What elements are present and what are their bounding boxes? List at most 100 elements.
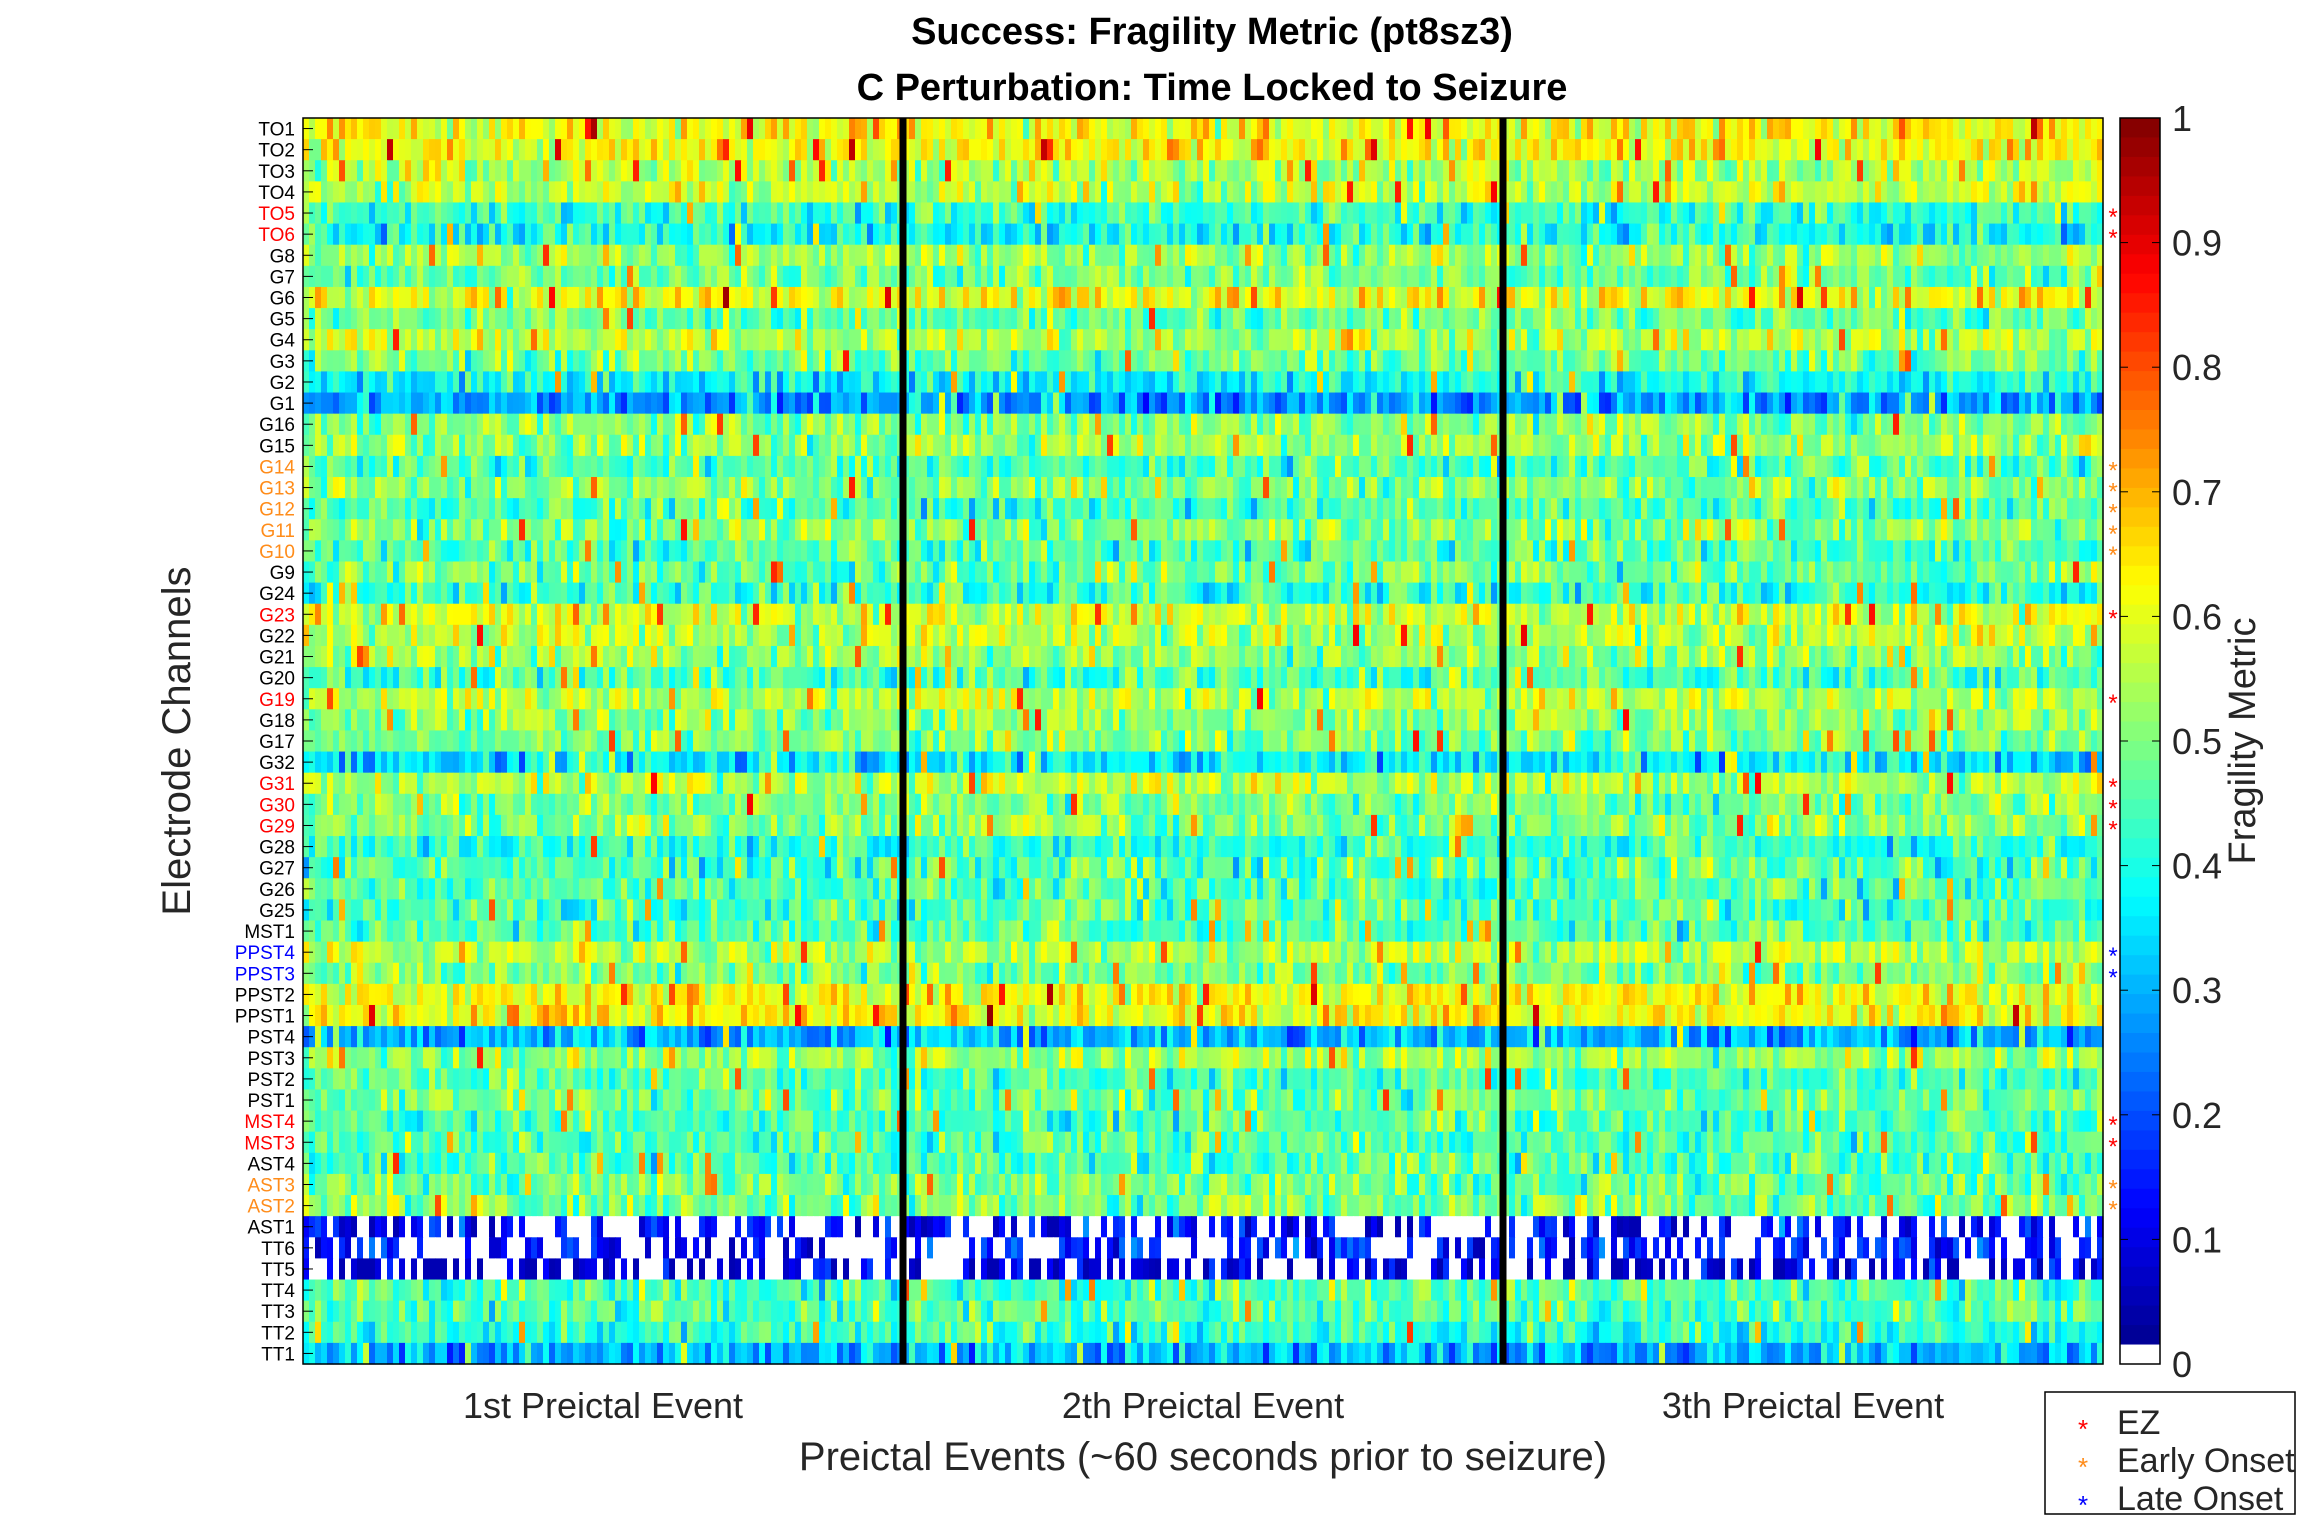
heatmap-cell bbox=[1167, 434, 1174, 457]
heatmap-cell bbox=[1791, 434, 1798, 457]
heatmap-cell bbox=[363, 244, 370, 267]
heatmap-cell bbox=[1119, 371, 1126, 394]
heatmap-cell bbox=[2031, 265, 2038, 288]
heatmap-cell bbox=[393, 160, 400, 182]
heatmap-cell bbox=[1185, 202, 1192, 225]
heatmap-cell bbox=[1803, 350, 1810, 373]
heatmap-cell bbox=[1389, 181, 1396, 204]
heatmap-cell bbox=[1269, 371, 1276, 394]
heatmap-cell bbox=[1599, 392, 1606, 415]
heatmap-cell bbox=[561, 371, 568, 394]
heatmap-cell bbox=[705, 392, 712, 415]
heatmap-cell bbox=[1821, 286, 1828, 309]
heatmap-cell bbox=[1755, 181, 1762, 204]
heatmap-cell bbox=[549, 286, 556, 309]
heatmap-cell bbox=[1155, 434, 1162, 457]
heatmap-cell bbox=[1149, 202, 1156, 225]
heatmap-cell bbox=[2025, 308, 2032, 330]
heatmap-cell bbox=[891, 160, 898, 182]
heatmap-cell bbox=[1893, 265, 1900, 288]
heatmap-cell bbox=[705, 329, 712, 351]
heatmap-cell bbox=[1689, 160, 1696, 182]
heatmap-cell bbox=[1053, 265, 1060, 288]
heatmap-cell bbox=[1029, 329, 1036, 351]
heatmap-cell bbox=[1155, 223, 1162, 246]
heatmap-cell bbox=[1125, 371, 1132, 394]
heatmap-row bbox=[303, 223, 2104, 246]
heatmap-cell bbox=[435, 434, 442, 457]
heatmap-cell bbox=[423, 265, 430, 288]
heatmap-cell bbox=[1341, 392, 1348, 415]
heatmap-cell bbox=[1947, 223, 1954, 246]
heatmap-cell bbox=[681, 202, 688, 225]
heatmap-cell bbox=[1551, 434, 1558, 457]
heatmap-cell bbox=[1689, 413, 1696, 436]
heatmap-cell bbox=[1479, 350, 1486, 373]
heatmap-cell bbox=[1635, 181, 1642, 204]
heatmap-cell bbox=[1935, 329, 1942, 351]
heatmap-cell bbox=[921, 455, 928, 478]
heatmap-cell bbox=[1245, 350, 1252, 373]
heatmap-cell bbox=[1779, 181, 1786, 204]
heatmap-cell bbox=[1701, 371, 1708, 394]
heatmap-cell bbox=[591, 118, 598, 140]
heatmap-cell bbox=[2079, 160, 2086, 182]
heatmap-cell bbox=[1749, 139, 1756, 161]
heatmap-cell bbox=[1407, 160, 1414, 182]
heatmap-cell bbox=[1131, 265, 1138, 288]
heatmap-cell bbox=[693, 202, 700, 225]
heatmap-cell bbox=[459, 160, 466, 182]
heatmap-cell bbox=[1833, 308, 1840, 330]
heatmap-cell bbox=[1911, 308, 1918, 330]
heatmap-cell bbox=[933, 413, 940, 436]
heatmap-cell bbox=[1737, 434, 1744, 457]
heatmap-cell bbox=[1815, 160, 1822, 182]
heatmap-cell bbox=[1383, 160, 1390, 182]
heatmap-cell bbox=[975, 392, 982, 415]
heatmap-cell bbox=[561, 434, 568, 457]
heatmap-cell bbox=[1077, 350, 1084, 373]
heatmap-cell bbox=[1119, 244, 1126, 267]
heatmap-cell bbox=[1005, 392, 1012, 415]
heatmap-cell bbox=[339, 160, 346, 182]
heatmap-cell bbox=[825, 371, 832, 394]
heatmap-cell bbox=[1797, 265, 1804, 288]
heatmap-cell bbox=[933, 286, 940, 309]
heatmap-cell bbox=[549, 202, 556, 225]
heatmap-cell bbox=[369, 265, 376, 288]
heatmap-cell bbox=[831, 350, 838, 373]
heatmap-cell bbox=[1713, 371, 1720, 394]
heatmap-cell bbox=[393, 413, 400, 436]
heatmap-cell bbox=[1701, 329, 1708, 351]
heatmap-cell bbox=[1695, 434, 1702, 457]
heatmap-cell bbox=[2091, 329, 2098, 351]
heatmap-cell bbox=[1701, 181, 1708, 204]
heatmap-cell bbox=[1461, 118, 1468, 140]
heatmap-cell bbox=[1965, 160, 1972, 182]
heatmap-cell bbox=[381, 329, 388, 351]
heatmap-cell bbox=[1317, 202, 1324, 225]
heatmap-cell bbox=[1287, 371, 1294, 394]
heatmap-cell bbox=[933, 455, 940, 478]
heatmap-cell bbox=[1857, 118, 1864, 140]
heatmap-cell bbox=[1641, 181, 1648, 204]
heatmap-cell bbox=[2091, 413, 2098, 436]
heatmap-cell bbox=[1563, 392, 1570, 415]
heatmap-cell bbox=[1737, 265, 1744, 288]
heatmap-cell bbox=[927, 139, 934, 161]
heatmap-cell bbox=[1869, 286, 1876, 309]
heatmap-cell bbox=[1515, 223, 1522, 246]
heatmap-cell bbox=[645, 265, 652, 288]
heatmap-cell bbox=[1521, 434, 1528, 457]
heatmap-cell bbox=[1017, 181, 1024, 204]
heatmap-cell bbox=[1293, 223, 1300, 246]
heatmap-cell bbox=[1437, 223, 1444, 246]
heatmap-cell bbox=[435, 371, 442, 394]
heatmap-cell bbox=[993, 160, 1000, 182]
heatmap-cell bbox=[1029, 392, 1036, 415]
heatmap-cell bbox=[459, 329, 466, 351]
heatmap-cell bbox=[1137, 139, 1144, 161]
heatmap-cell bbox=[1425, 244, 1432, 267]
heatmap-cell bbox=[1539, 308, 1546, 330]
heatmap-cell bbox=[1851, 265, 1858, 288]
